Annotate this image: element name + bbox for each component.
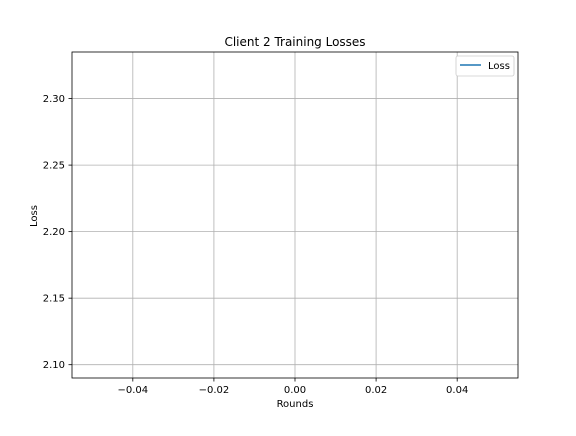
x-tick-label: −0.04	[117, 385, 148, 396]
legend: Loss	[455, 55, 515, 77]
ticks-layer: −0.04 −0.02 0.00 0.02 0.04 2.10 2.15 2.20 2.25 2.…	[43, 94, 469, 396]
x-tick-label: 0.04	[446, 385, 468, 396]
y-tick-label: 2.30	[43, 94, 65, 105]
y-axis-label: Loss	[29, 205, 40, 227]
y-tick-label: 2.15	[43, 294, 65, 305]
legend-box	[455, 55, 515, 77]
legend-label-loss: Loss	[488, 61, 510, 72]
x-tick-label: 0.00	[284, 385, 306, 396]
y-tick-label: 2.25	[43, 161, 65, 172]
x-axis-label: Rounds	[277, 399, 314, 410]
y-tick-label: 2.10	[43, 360, 65, 371]
grid-layer	[72, 52, 518, 378]
x-tick-label: 0.02	[365, 385, 387, 396]
y-tick-label: 2.20	[43, 227, 65, 238]
chart-title: Client 2 Training Losses	[224, 35, 365, 49]
x-tick-label: −0.02	[199, 385, 230, 396]
